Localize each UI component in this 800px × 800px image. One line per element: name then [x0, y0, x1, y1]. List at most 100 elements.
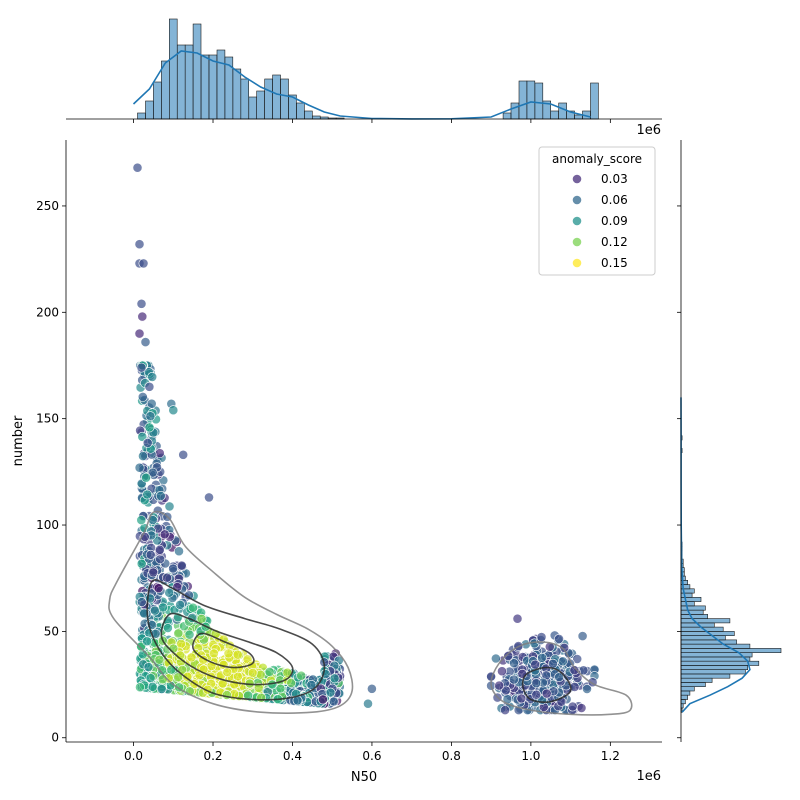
- right-histogram-bar: [680, 665, 748, 671]
- y-tick-label: 0: [51, 731, 59, 745]
- scatter-point: [143, 662, 154, 672]
- scatter-point: [154, 544, 165, 555]
- main-scatter-axes: 0.0 0.2 0.4 0.6 0.8 1.0 1.2 0 50 100 150 200 250 N5…: [11, 140, 662, 785]
- top-marginal-histogram: 1e6: [66, 18, 662, 138]
- scatter-point: [141, 472, 151, 483]
- top-histogram-bar: [145, 100, 154, 120]
- scatter-point: [136, 515, 147, 525]
- x-tick-label: 0.2: [203, 749, 222, 763]
- y-tick-label: 150: [36, 412, 59, 426]
- scatter-point: [174, 546, 184, 557]
- scatter-point: [142, 437, 153, 448]
- y-tick-label: 200: [36, 305, 59, 319]
- right-histogram-bar: [680, 596, 702, 602]
- kde-contour-cluster2-inner: [521, 666, 572, 703]
- scatter-point: [149, 605, 160, 616]
- right-histogram-bar: [680, 639, 737, 645]
- right-histogram-bar: [680, 669, 746, 675]
- scatter-point: [134, 328, 145, 339]
- top-histogram-bar: [550, 110, 559, 120]
- top-histogram-bar: [184, 44, 194, 120]
- scatter-point: [329, 673, 340, 684]
- x-tick-label: 0.6: [362, 749, 381, 763]
- right-histogram-bar: [680, 635, 726, 641]
- right-histogram-bar: [680, 605, 706, 611]
- scatter-point: [134, 239, 145, 250]
- legend-label: 0.15: [601, 256, 628, 270]
- legend-marker: [572, 258, 582, 268]
- scatter-point: [554, 634, 564, 644]
- scatter-point: [135, 682, 145, 693]
- scatter-point: [530, 659, 541, 670]
- scatter-point: [142, 636, 152, 647]
- scatter-point: [503, 651, 514, 661]
- scatter-point: [536, 632, 547, 642]
- scatter-point: [296, 670, 307, 681]
- scatter-point: [222, 667, 233, 678]
- top-histogram-bar: [304, 110, 313, 120]
- scatter-point: [153, 583, 164, 594]
- y-tick-label: 250: [36, 199, 59, 213]
- right-histogram-bar: [680, 699, 686, 705]
- legend-frame: [538, 146, 656, 276]
- top-histogram-bar: [574, 114, 583, 120]
- scatter-point: [154, 654, 165, 665]
- right-histogram-bar: [680, 614, 709, 620]
- x-tick-label: 1.2: [601, 749, 620, 763]
- scatter-point: [572, 654, 583, 664]
- scatter-point: [576, 703, 587, 713]
- legend-marker: [572, 174, 582, 184]
- top-histogram-bar: [256, 90, 265, 120]
- scatter-point: [137, 311, 148, 322]
- scatter-point: [253, 682, 264, 693]
- right-histogram-bar: [680, 673, 731, 679]
- top-histogram-bar: [153, 81, 162, 120]
- scatter-point: [569, 665, 580, 676]
- scatter-point: [136, 597, 147, 607]
- top-histogram-bar: [590, 82, 599, 120]
- scatter-point: [537, 652, 547, 663]
- kde-contour-cluster2-outer: [490, 641, 633, 716]
- y-axis-ticks: 0 50 100 150 200 250: [36, 199, 66, 745]
- right-histogram-bar: [680, 694, 688, 700]
- scatter-point: [178, 449, 189, 460]
- scatter-point: [155, 490, 166, 501]
- top-histogram-bar: [161, 60, 170, 120]
- right-histogram-bar: [680, 609, 704, 615]
- legend-marker: [572, 195, 582, 205]
- top-histogram-bar: [510, 102, 520, 120]
- scatter-point: [184, 629, 195, 640]
- y-axis-label: number: [11, 415, 26, 466]
- x-tick-label: 0.8: [442, 749, 461, 763]
- scatter-point: [363, 698, 373, 709]
- scatter-point: [325, 687, 336, 698]
- scatter-point: [500, 685, 511, 696]
- top-histogram-bar: [192, 23, 202, 120]
- top-histogram-bar: [177, 44, 186, 120]
- top-histogram-bar: [264, 78, 273, 120]
- scatter-point: [157, 665, 167, 676]
- scatter-point: [173, 628, 184, 639]
- x-tick-label: 1.0: [521, 749, 540, 763]
- scatter-point: [557, 656, 568, 667]
- scatter-point: [275, 683, 286, 694]
- scatter-point: [162, 572, 172, 583]
- scatter-point: [286, 677, 297, 688]
- top-histogram-bar: [558, 102, 567, 120]
- scatter-point: [497, 666, 507, 677]
- scatter-point: [144, 422, 155, 433]
- legend-title: anomaly_score: [552, 152, 642, 166]
- scatter-point: [509, 674, 519, 685]
- top-histogram-bar: [169, 18, 178, 120]
- right-histogram-bar: [680, 601, 695, 607]
- scatter-point: [175, 599, 185, 610]
- scatter-point: [145, 673, 156, 683]
- scatter-point: [157, 674, 168, 685]
- top-histogram-bar: [311, 115, 321, 120]
- x-axis-ticks: 0.0 0.2 0.4 0.6 0.8 1.0 1.2: [124, 742, 620, 763]
- scatter-point: [264, 667, 275, 677]
- scatter-point: [500, 705, 510, 715]
- x-axis-offset-label: 1e6: [636, 769, 661, 784]
